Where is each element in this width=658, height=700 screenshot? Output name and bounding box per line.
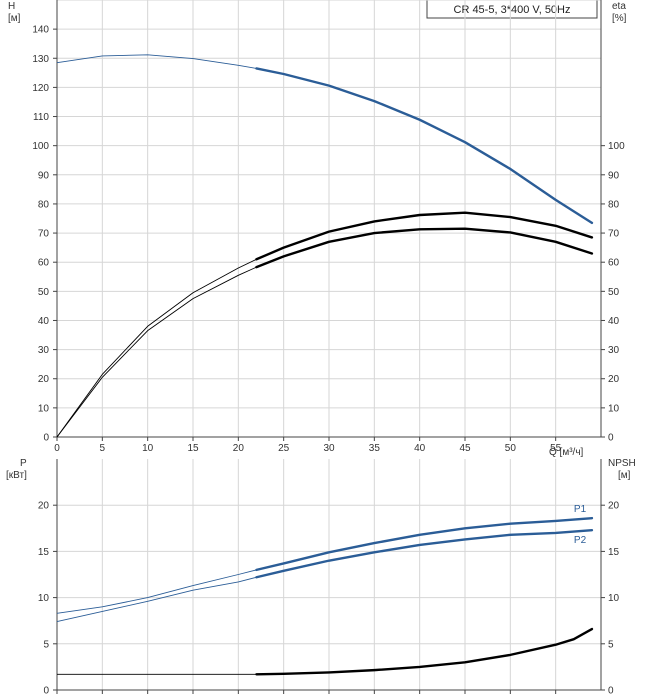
x-tick-label: 55 — [550, 443, 562, 454]
series-line-p2-full — [56, 529, 592, 623]
y-right-tick-label: 10 — [608, 403, 620, 414]
series-label-p2: P2 — [574, 535, 587, 546]
x-tick-label: 35 — [369, 443, 381, 454]
top-series — [56, 54, 594, 438]
series-line-eta_2-operating — [255, 227, 594, 269]
series-line-eta-full — [56, 212, 593, 438]
x-tick-label: 0 — [54, 443, 60, 454]
series-line-eta_2-full — [56, 228, 593, 438]
y-right-tick-label: 15 — [608, 547, 620, 558]
bottom-y-left-unit: [кВт] — [6, 470, 27, 481]
series-line-p1-operating — [255, 516, 594, 572]
y-right-tick-label: 30 — [608, 345, 620, 356]
y-tick-label: 130 — [32, 54, 49, 65]
y-tick-label: 20 — [38, 501, 50, 512]
y-right-tick-label: 100 — [608, 141, 625, 152]
series-line-npsh-operating — [255, 627, 594, 676]
top-grid — [57, 0, 602, 437]
y-tick-label: 0 — [43, 433, 49, 444]
y-tick-label: 30 — [38, 345, 50, 356]
y-right-tick-label: 5 — [608, 639, 614, 650]
bottom-y-right-unit: [м] — [618, 470, 631, 481]
pump-label: CR 45-5, 3*400 V, 50Hz — [454, 4, 571, 16]
y-tick-label: 5 — [43, 639, 49, 650]
y-right-tick-label: 20 — [608, 501, 620, 512]
y-tick-label: 50 — [38, 287, 50, 298]
series-line-h-operating — [255, 67, 594, 225]
y-tick-label: 60 — [38, 258, 50, 269]
y-tick-label: 110 — [33, 112, 49, 123]
x-tick-label: 20 — [233, 443, 245, 454]
y-right-tick-label: 60 — [608, 258, 620, 269]
y-tick-label: 15 — [38, 547, 50, 558]
bottom-grid — [57, 459, 602, 690]
x-tick-label: 45 — [459, 443, 471, 454]
y-tick-label: 70 — [38, 229, 50, 240]
y-tick-label: 40 — [38, 316, 50, 327]
y-tick-label: 90 — [38, 170, 50, 181]
y-right-tick-label: 10 — [608, 593, 620, 604]
pump-label-box — [426, 0, 598, 19]
x-tick-label: 5 — [100, 443, 106, 454]
series-line-npsh-full — [57, 628, 593, 675]
y-right-tick-label: 80 — [608, 199, 620, 210]
y-right-tick-label: 0 — [608, 686, 614, 697]
series-label-p1: P1 — [574, 504, 587, 515]
y-right-tick-label: 50 — [608, 287, 620, 298]
top-y-right-unit: [%] — [612, 13, 627, 24]
x-tick-label: 25 — [278, 443, 290, 454]
y-right-tick-label: 70 — [608, 229, 620, 240]
y-tick-label: 10 — [38, 403, 50, 414]
series-line-p1-full — [56, 517, 592, 614]
x-tick-label: 15 — [187, 443, 199, 454]
y-right-tick-label: 90 — [608, 170, 620, 181]
x-tick-label: 50 — [505, 443, 517, 454]
y-right-tick-label: 40 — [608, 316, 620, 327]
y-right-tick-label: 20 — [608, 374, 620, 385]
bottom-series: P1 P2 — [56, 504, 594, 676]
y-right-tick-label: 0 — [608, 433, 614, 444]
y-tick-label: 80 — [38, 199, 50, 210]
x-tick-label: 40 — [414, 443, 426, 454]
series-line-eta-operating — [255, 211, 594, 261]
bottom-y-left-name: P — [20, 458, 27, 469]
bottom-axes: 0 5 10 15 20 0 5 10 15 20 — [38, 459, 620, 697]
y-tick-label: 120 — [32, 83, 49, 94]
y-tick-label: 100 — [32, 141, 49, 152]
series-line-h-full — [56, 54, 593, 224]
top-y-left-name: H — [8, 1, 15, 12]
y-tick-label: 10 — [38, 593, 50, 604]
top-axes: 0102030405060708090100110120130140010203… — [32, 0, 625, 454]
y-tick-label: 20 — [38, 374, 50, 385]
x-tick-label: 10 — [142, 443, 154, 454]
y-tick-label: 0 — [43, 686, 49, 697]
top-y-left-unit: [м] — [8, 13, 21, 24]
bottom-y-right-name: NPSH — [608, 458, 636, 469]
x-tick-label: 30 — [323, 443, 335, 454]
series-line-p2-operating — [255, 528, 594, 579]
y-tick-label: 140 — [32, 25, 49, 36]
top-y-right-name: eta — [612, 1, 626, 12]
x-axis-label: Q [м³/ч] — [549, 447, 584, 458]
